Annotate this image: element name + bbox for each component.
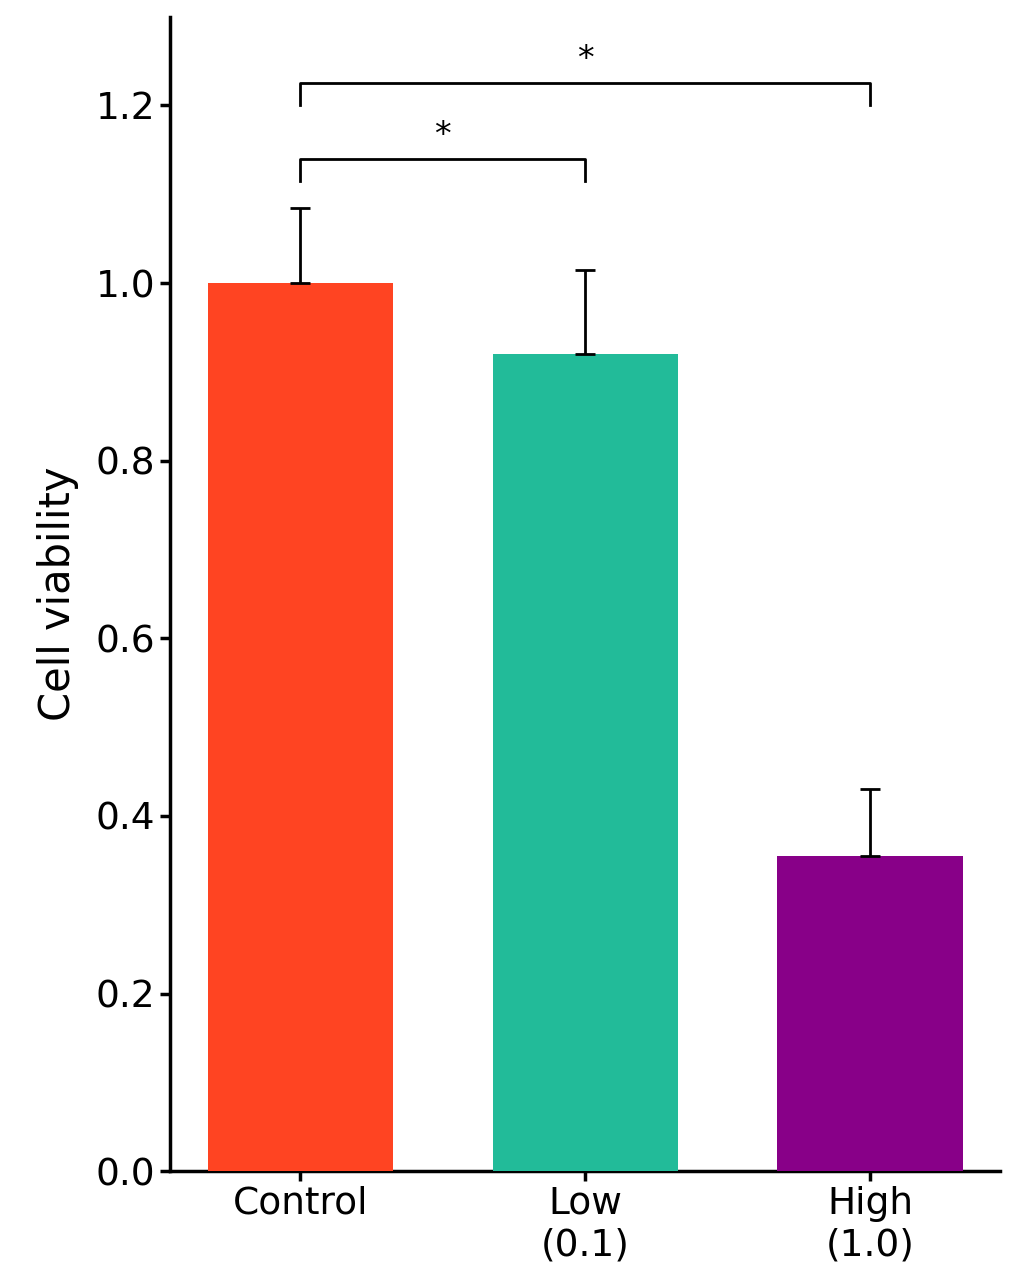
Text: *: *	[434, 119, 451, 151]
Bar	[207, 283, 393, 1171]
Y-axis label: Cell viability: Cell viability	[37, 467, 79, 721]
Text: *: *	[577, 44, 594, 77]
Bar	[492, 355, 677, 1171]
Bar	[777, 856, 962, 1171]
